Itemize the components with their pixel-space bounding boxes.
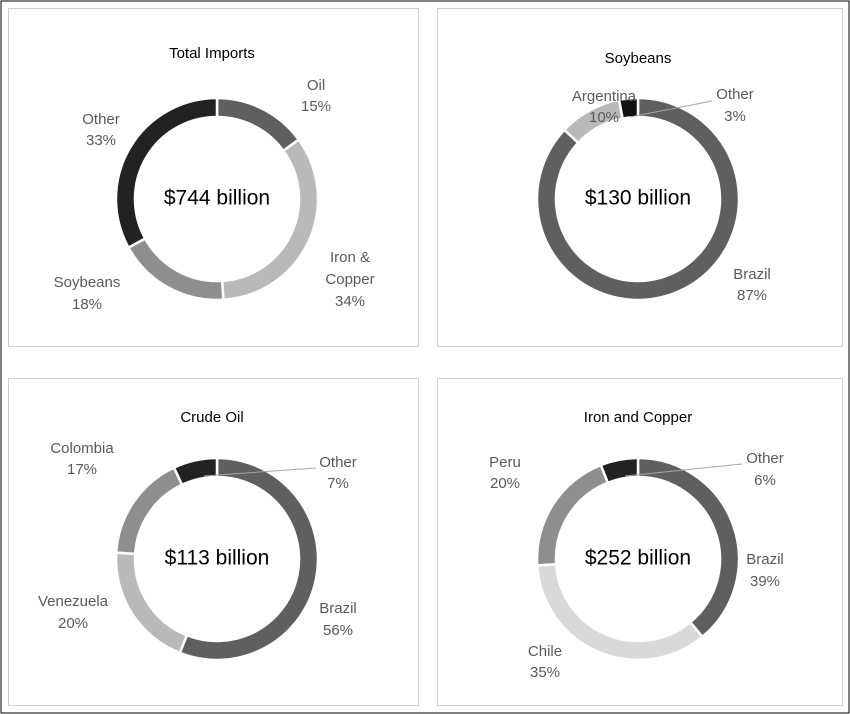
segment-label: Oil: [307, 77, 325, 94]
center-label: $252 billion: [585, 547, 691, 570]
segment-label: Brazil: [733, 266, 771, 283]
segment-label: Brazil: [319, 600, 357, 617]
value-label: 56%: [323, 622, 353, 639]
segment-label: Iron & Copper: [325, 249, 374, 288]
leader-line: [629, 100, 713, 118]
value-label: 34%: [335, 293, 365, 310]
donut-segment: [535, 96, 741, 302]
chart-title: Total Imports: [169, 45, 255, 62]
segment-label: Other: [319, 454, 357, 471]
segment-label: Peru: [489, 454, 521, 471]
chart-title: Soybeans: [605, 50, 672, 67]
segment-label: Colombia: [50, 440, 114, 457]
value-label: 17%: [67, 461, 97, 478]
chart-title: Iron and Copper: [584, 409, 692, 426]
value-label: 3%: [724, 108, 746, 125]
center-label: $130 billion: [585, 187, 691, 210]
donut-segment: [172, 456, 219, 487]
segment-label: Other: [746, 450, 784, 467]
center-label: $744 billion: [164, 187, 270, 210]
value-label: 6%: [754, 472, 776, 489]
value-label: 87%: [737, 287, 767, 304]
segment-label: Argentina: [572, 88, 637, 105]
value-label: 7%: [327, 475, 349, 492]
value-label: 33%: [86, 132, 116, 149]
chart-title: Crude Oil: [180, 409, 243, 426]
value-label: 39%: [750, 573, 780, 590]
segment-label: Venezuela: [38, 593, 109, 610]
panel: [8, 378, 419, 706]
donut-segment: [599, 456, 640, 485]
value-label: 15%: [301, 98, 331, 115]
donut-segment: [114, 96, 219, 250]
donut-segment: [617, 96, 640, 120]
segment-label: Other: [716, 86, 754, 103]
leader-line: [203, 467, 317, 477]
center-label: $113 billion: [165, 547, 270, 570]
segment-label: Soybeans: [54, 274, 121, 291]
value-label: 18%: [72, 296, 102, 313]
value-label: 10%: [589, 109, 619, 126]
panel: [437, 8, 843, 347]
value-label: 35%: [530, 664, 560, 681]
segment-label: Other: [82, 111, 120, 128]
value-label: 20%: [58, 615, 88, 632]
panel: [8, 8, 419, 347]
value-label: 20%: [490, 475, 520, 492]
leader-line: [624, 463, 743, 477]
segment-label: Brazil: [746, 551, 784, 568]
segment-label: Chile: [528, 643, 562, 660]
panel: [437, 378, 843, 706]
